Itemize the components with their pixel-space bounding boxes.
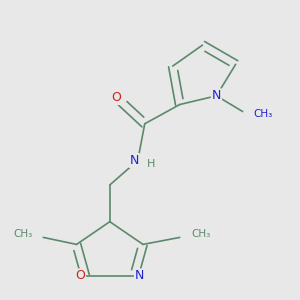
Text: CH₃: CH₃ [13,229,32,239]
Text: CH₃: CH₃ [253,109,272,119]
Text: CH₃: CH₃ [191,229,210,239]
Text: H: H [147,159,155,169]
Text: O: O [75,269,85,282]
Text: N: N [130,154,139,167]
Text: N: N [212,89,221,102]
Text: N: N [135,269,144,282]
Text: O: O [111,91,121,104]
